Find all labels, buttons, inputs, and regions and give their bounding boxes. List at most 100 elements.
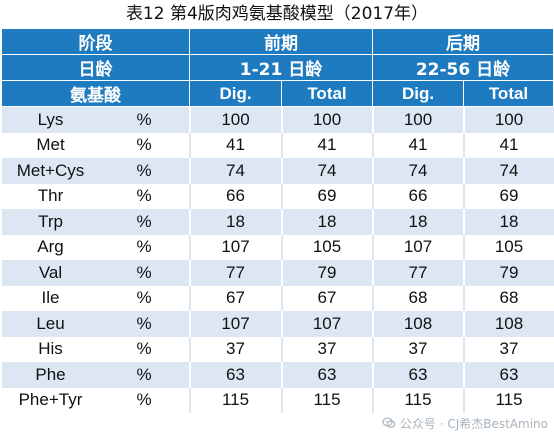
- cell-phase1-total: 74: [281, 158, 374, 184]
- cell-phase2-total: 68: [463, 285, 554, 311]
- cell-amino-acid: Arg: [1, 234, 100, 260]
- cell-unit: %: [99, 158, 191, 184]
- cell-phase2-dig: 68: [372, 285, 465, 311]
- cell-phase1-dig: 18: [189, 209, 283, 235]
- table-row: Lys% 100 100 100 100: [1, 106, 554, 133]
- cell-unit: %: [99, 362, 191, 388]
- cell-phase1-dig: 115: [189, 387, 283, 413]
- table-row: Trp% 18 18 18 18: [1, 209, 554, 235]
- table-row: Arg% 107 105 107 105: [1, 234, 554, 260]
- header-phase1: 前期: [189, 28, 373, 55]
- cell-unit: %: [99, 183, 191, 209]
- header-stage: 阶段: [1, 28, 190, 55]
- cell-unit: %: [99, 106, 191, 133]
- cell-phase1-total: 63: [281, 362, 374, 388]
- header-age: 日龄: [1, 54, 190, 81]
- watermark-text: 公众号 · CJ希杰BestAmino: [399, 416, 548, 431]
- header-row-columns: 氨基酸 Dig. Total Dig. Total: [1, 80, 554, 107]
- cell-phase2-total: 108: [463, 311, 554, 337]
- cell-phase2-total: 37: [463, 336, 554, 362]
- cell-phase2-total: 41: [463, 132, 554, 158]
- cell-amino-acid: Met: [1, 132, 100, 158]
- cell-phase1-dig: 41: [189, 132, 283, 158]
- cell-phase2-dig: 66: [372, 183, 465, 209]
- cell-phase2-total: 105: [463, 234, 554, 260]
- cell-amino-acid: Val: [1, 260, 100, 286]
- cell-unit: %: [99, 387, 191, 413]
- table-row: Ile% 67 67 68 68: [1, 285, 554, 311]
- cell-phase2-total: 18: [463, 209, 554, 235]
- table-row: Leu% 107 107 108 108: [1, 311, 554, 337]
- cell-phase1-total: 100: [281, 106, 374, 133]
- cell-amino-acid: Phe: [1, 362, 100, 388]
- cell-phase1-total: 18: [281, 209, 374, 235]
- cell-phase1-dig: 66: [189, 183, 283, 209]
- cell-phase2-dig: 115: [372, 387, 465, 413]
- cell-unit: %: [99, 311, 191, 337]
- table-body: Lys% 100 100 100 100 Met% 41 41 41 41 Met+Cys% 74 74…: [1, 106, 554, 413]
- cell-phase2-dig: 63: [372, 362, 465, 388]
- cell-phase2-dig: 100: [372, 106, 465, 133]
- cell-unit: %: [99, 285, 191, 311]
- table-row: Thr% 66 69 66 69: [1, 183, 554, 209]
- watermark: 公众号 · CJ希杰BestAmino: [382, 413, 548, 433]
- cell-phase2-total: 69: [463, 183, 554, 209]
- cell-phase1-dig: 100: [189, 106, 283, 133]
- cell-amino-acid: Trp: [1, 209, 100, 235]
- cell-phase1-total: 79: [281, 260, 374, 286]
- header-phase2-dig: Dig.: [372, 80, 464, 107]
- cell-phase1-dig: 37: [189, 336, 283, 362]
- wechat-icon: [382, 417, 396, 428]
- amino-acid-table: 阶段 前期 后期 日龄 1-21 日龄 22-56 日龄 氨基酸 Dig. To…: [1, 28, 554, 413]
- cell-phase2-total: 79: [463, 260, 554, 286]
- cell-phase1-total: 67: [281, 285, 374, 311]
- cell-phase2-total: 115: [463, 387, 554, 413]
- cell-phase2-dig: 74: [372, 158, 465, 184]
- cell-unit: %: [99, 209, 191, 235]
- cell-phase1-total: 115: [281, 387, 374, 413]
- cell-phase2-dig: 37: [372, 336, 465, 362]
- table-row: Met+Cys% 74 74 74 74: [1, 158, 554, 184]
- cell-amino-acid: Met+Cys: [1, 158, 100, 184]
- cell-unit: %: [99, 260, 191, 286]
- cell-unit: %: [99, 336, 191, 362]
- table-title: 表12 第4版肉鸡氨基酸模型（2017年）: [125, 4, 429, 24]
- cell-phase1-total: 107: [281, 311, 374, 337]
- table-row: Phe% 63 63 63 63: [1, 362, 554, 388]
- table-row: Met% 41 41 41 41: [1, 132, 554, 158]
- cell-phase2-dig: 41: [372, 132, 465, 158]
- table-row: His% 37 37 37 37: [1, 336, 554, 362]
- cell-unit: %: [99, 132, 191, 158]
- cell-unit: %: [99, 234, 191, 260]
- cell-phase2-total: 100: [463, 106, 554, 133]
- cell-amino-acid: Leu: [1, 311, 100, 337]
- cell-phase1-dig: 77: [189, 260, 283, 286]
- header-phase1-age: 1-21 日龄: [189, 54, 373, 81]
- cell-amino-acid: Lys: [1, 106, 100, 133]
- cell-phase2-dig: 108: [372, 311, 465, 337]
- header-phase1-dig: Dig.: [189, 80, 282, 107]
- header-row-age: 日龄 1-21 日龄 22-56 日龄: [1, 54, 554, 81]
- header-phase1-total: Total: [281, 80, 373, 107]
- cell-amino-acid: His: [1, 336, 100, 362]
- cell-phase1-total: 105: [281, 234, 374, 260]
- cell-amino-acid: Thr: [1, 183, 100, 209]
- header-row-stage: 阶段 前期 后期: [1, 28, 554, 55]
- header-phase2: 后期: [372, 28, 554, 55]
- cell-phase1-dig: 107: [189, 311, 283, 337]
- cell-phase2-dig: 18: [372, 209, 465, 235]
- cell-phase2-dig: 107: [372, 234, 465, 260]
- cell-phase1-dig: 63: [189, 362, 283, 388]
- cell-phase1-dig: 74: [189, 158, 283, 184]
- header-phase2-total: Total: [463, 80, 554, 107]
- cell-amino-acid: Ile: [1, 285, 100, 311]
- cell-phase2-total: 63: [463, 362, 554, 388]
- cell-phase2-dig: 77: [372, 260, 465, 286]
- cell-phase1-dig: 67: [189, 285, 283, 311]
- table-row: Val% 77 79 77 79: [1, 260, 554, 286]
- cell-phase1-total: 37: [281, 336, 374, 362]
- header-amino-acid: 氨基酸: [1, 80, 190, 107]
- cell-phase1-total: 41: [281, 132, 374, 158]
- cell-phase1-dig: 107: [189, 234, 283, 260]
- cell-amino-acid: Phe+Tyr: [1, 387, 100, 413]
